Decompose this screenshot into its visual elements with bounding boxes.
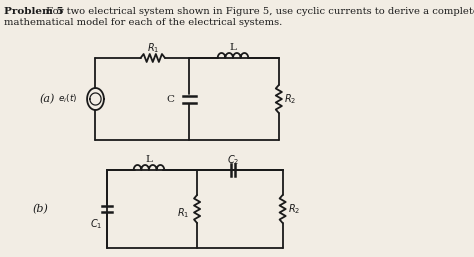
Text: $R_1$: $R_1$ bbox=[177, 206, 190, 220]
Text: $R_2$: $R_2$ bbox=[284, 92, 296, 106]
Text: $C_1$: $C_1$ bbox=[90, 217, 102, 231]
Text: Problem 5: Problem 5 bbox=[4, 7, 64, 16]
Text: mathematical model for each of the electrical systems.: mathematical model for each of the elect… bbox=[4, 18, 282, 27]
Text: $R_1$: $R_1$ bbox=[146, 41, 159, 55]
Text: (a): (a) bbox=[40, 94, 55, 104]
Text: For two electrical system shown in Figure 5, use cyclic currents to derive a com: For two electrical system shown in Figur… bbox=[43, 7, 474, 16]
Text: L: L bbox=[146, 155, 153, 164]
Text: $e_i(t)$: $e_i(t)$ bbox=[58, 93, 77, 105]
Text: C: C bbox=[166, 95, 174, 104]
Text: $C_2$: $C_2$ bbox=[227, 153, 239, 167]
Text: $R_2$: $R_2$ bbox=[288, 202, 301, 216]
Text: (b): (b) bbox=[32, 204, 48, 214]
Text: L: L bbox=[229, 43, 237, 52]
